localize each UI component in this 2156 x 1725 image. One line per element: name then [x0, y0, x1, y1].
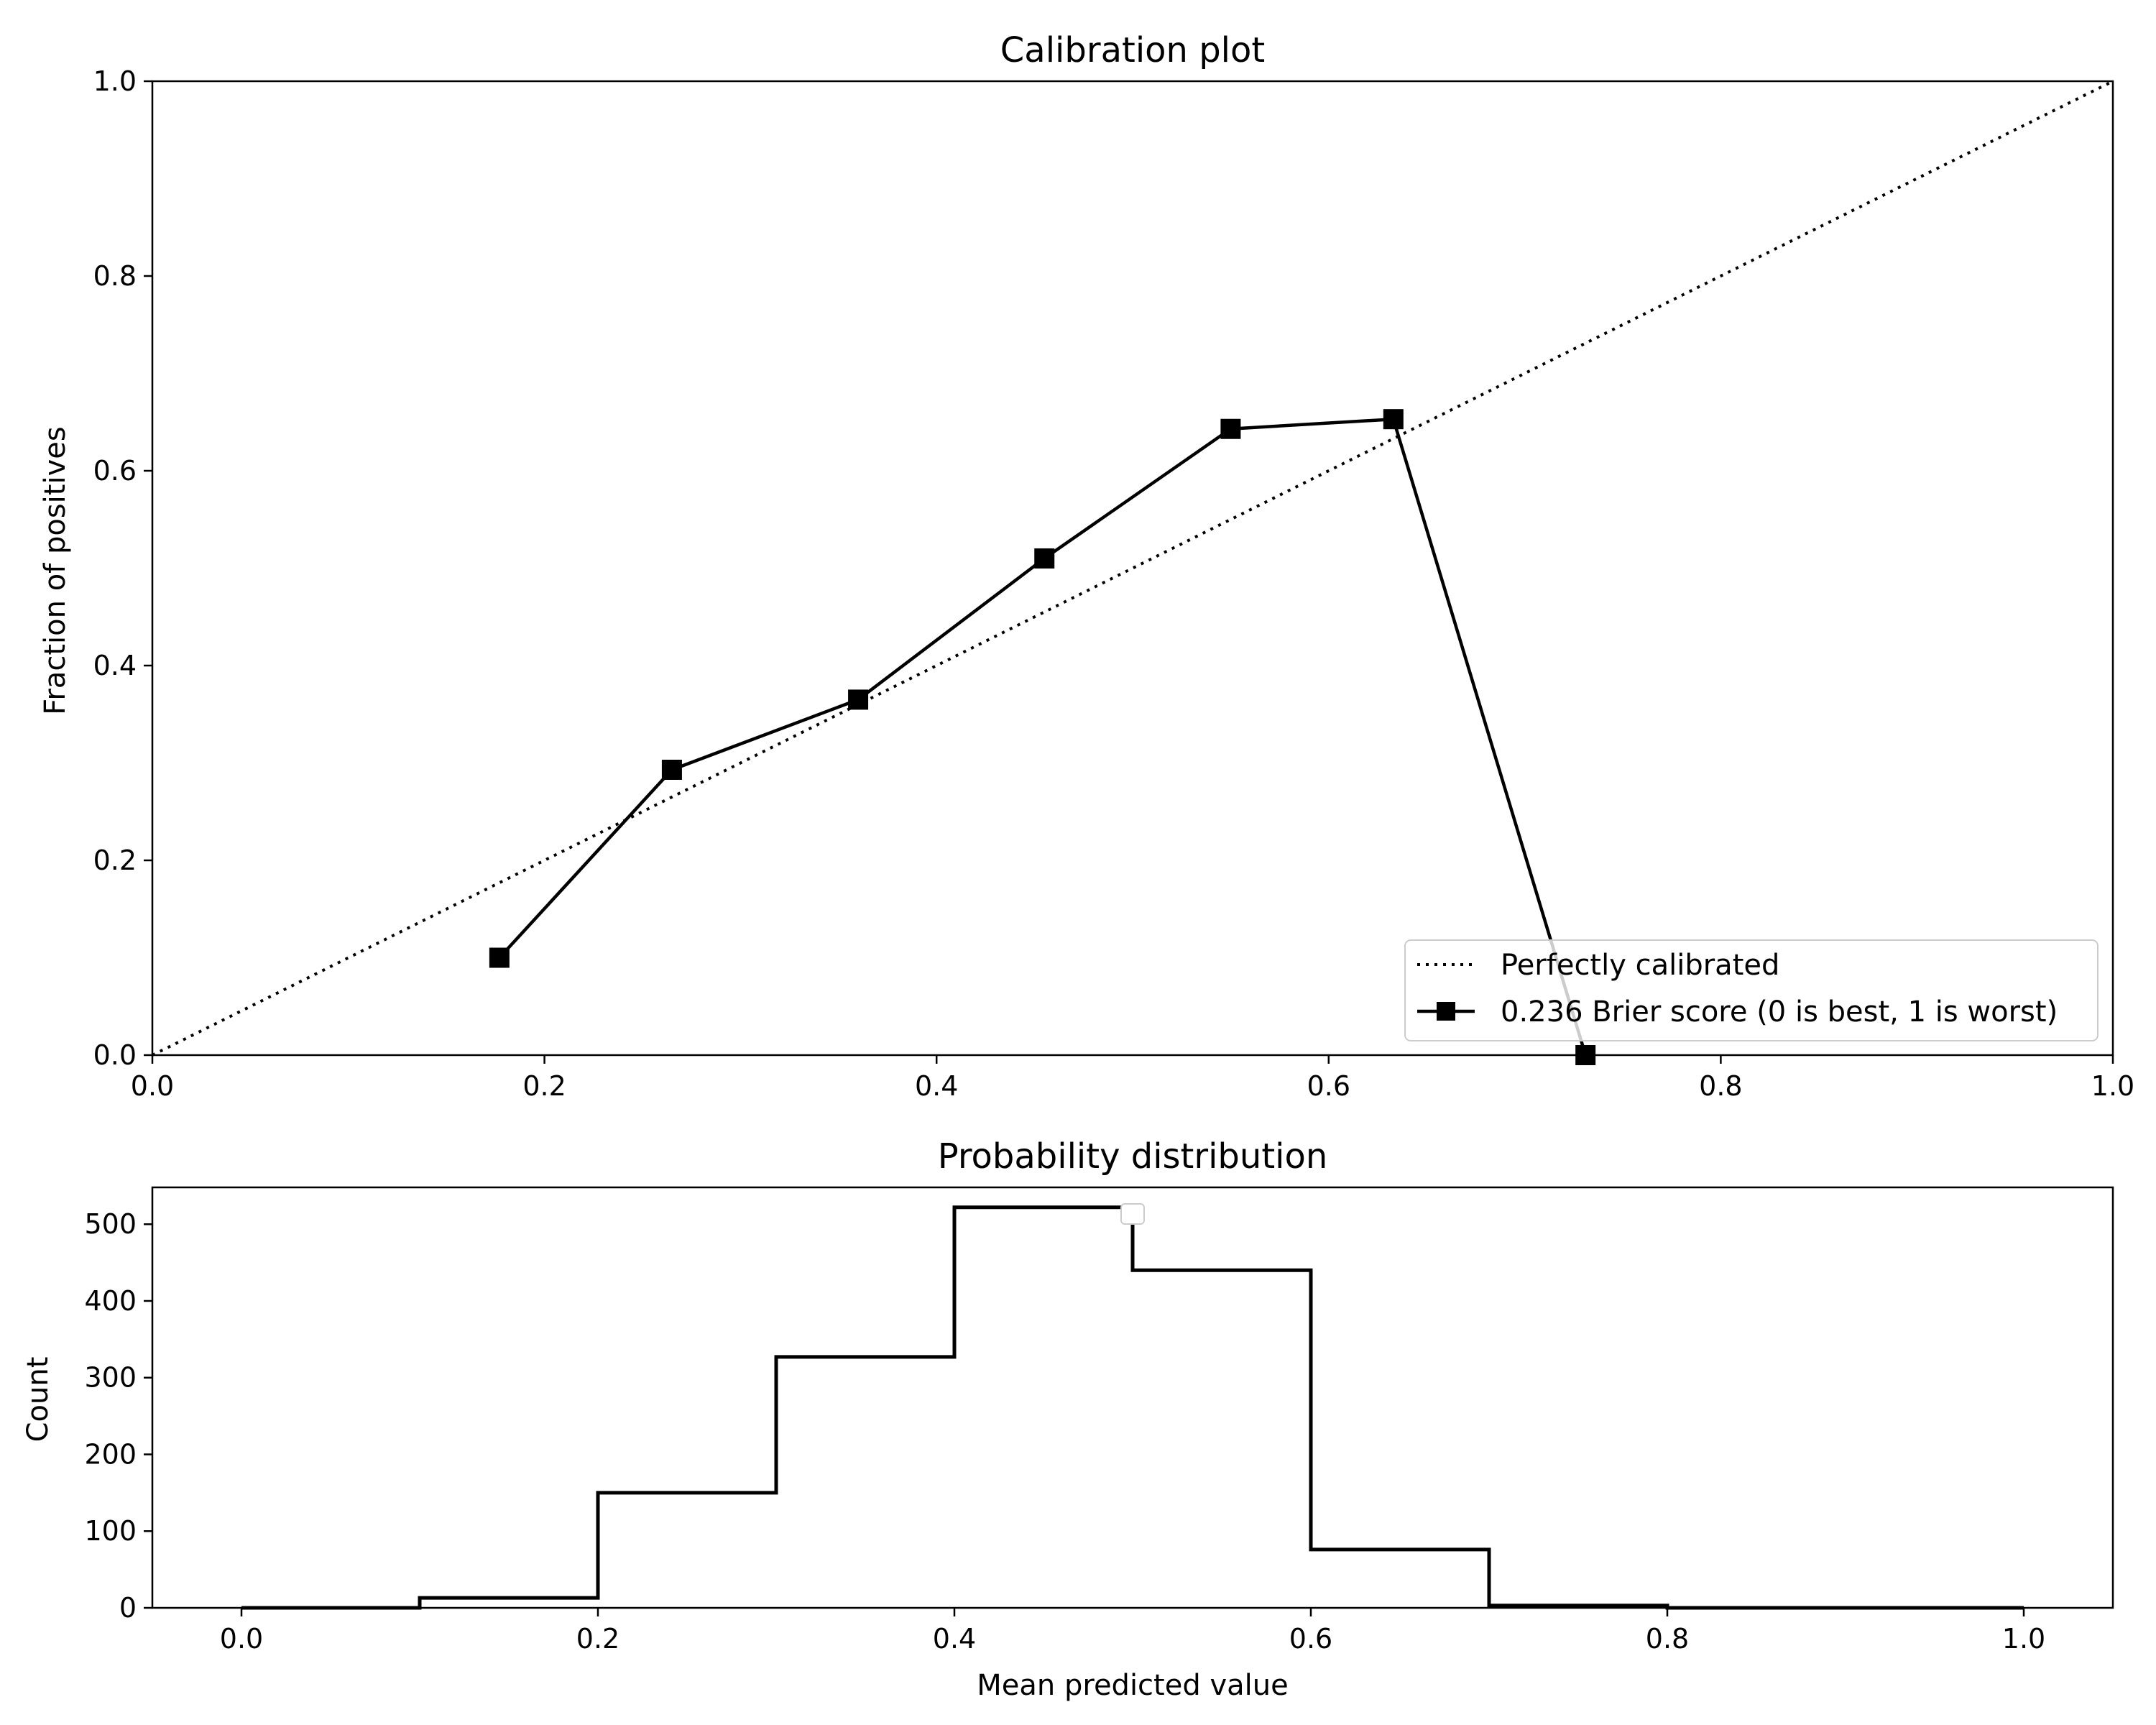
y-tick-label: 100: [84, 1515, 137, 1547]
x-tick-label: 0.4: [933, 1623, 976, 1655]
calibration-plot-title: Calibration plot: [1000, 30, 1265, 70]
y-tick-label: 400: [84, 1285, 137, 1317]
distribution-plot-xlabel: Mean predicted value: [977, 1669, 1288, 1702]
calibration-plot-ylabel: Fraction of positives: [39, 426, 72, 714]
legend-label-perfectly-calibrated: Perfectly calibrated: [1501, 949, 1779, 982]
x-tick-label: 0.8: [1699, 1070, 1742, 1102]
distribution-plot-ylabel: Count: [22, 1357, 55, 1443]
y-tick-label: 0.4: [93, 650, 137, 681]
calibration-point-marker: [1034, 548, 1054, 569]
x-tick-label: 0.0: [131, 1070, 174, 1102]
x-tick-label: 0.4: [915, 1070, 958, 1102]
x-tick-label: 1.0: [2002, 1623, 2045, 1655]
x-tick-label: 0.8: [1646, 1623, 1689, 1655]
calibration-legend: Perfectly calibrated 0.236 Brier score (…: [1405, 940, 2098, 1041]
x-tick-label: 0.6: [1307, 1070, 1350, 1102]
calibration-point-marker: [662, 760, 682, 780]
calibration-point-marker: [489, 948, 510, 968]
y-tick-label: 0.8: [93, 260, 137, 292]
y-tick-label: 300: [84, 1362, 137, 1394]
x-tick-label: 0.0: [220, 1623, 263, 1655]
calibration-point-marker: [848, 689, 868, 709]
y-tick-label: 1.0: [93, 65, 137, 97]
y-tick-label: 0.2: [93, 845, 137, 876]
x-tick-label: 1.0: [2091, 1070, 2134, 1102]
y-tick-label: 0.6: [93, 455, 137, 487]
legend-square-marker-icon: [1437, 1002, 1455, 1021]
y-tick-label: 500: [84, 1208, 137, 1240]
calibration-point-marker: [1220, 419, 1240, 439]
calibration-point-marker: [1383, 409, 1404, 429]
y-tick-label: 0.0: [93, 1039, 137, 1071]
empty-legend-box: [1121, 1204, 1144, 1224]
x-tick-label: 0.6: [1289, 1623, 1332, 1655]
legend-label-brier-score: 0.236 Brier score (0 is best, 1 is worst…: [1501, 995, 2058, 1029]
y-tick-label: 0: [119, 1592, 137, 1624]
x-tick-label: 0.2: [576, 1623, 619, 1655]
y-tick-label: 200: [84, 1438, 137, 1470]
distribution-plot-title: Probability distribution: [938, 1136, 1328, 1177]
x-tick-label: 0.2: [522, 1070, 566, 1102]
